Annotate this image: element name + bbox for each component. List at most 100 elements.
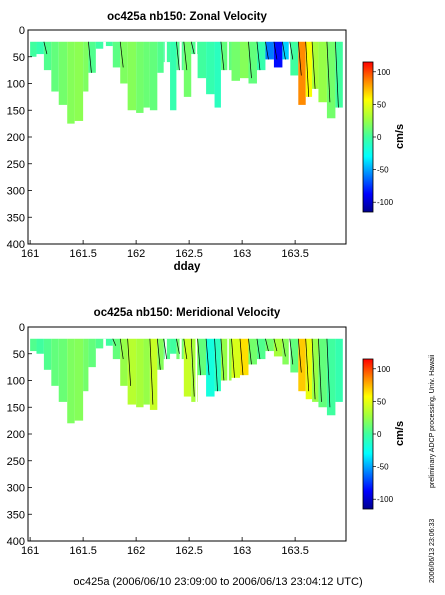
contour-line [197, 338, 201, 376]
velocity-bin [74, 338, 84, 421]
zonal-heatmap [30, 41, 343, 124]
contour-line [220, 338, 225, 381]
velocity-bin [206, 338, 215, 397]
colorbar-label: cm/s [394, 421, 406, 446]
y-tick-label: 300 [7, 186, 25, 198]
data-gap [195, 338, 198, 413]
velocity-bin [256, 41, 266, 71]
data-gap [103, 338, 106, 413]
colorbar-tick-label: -100 [377, 495, 394, 504]
meridional-title: oc425a nb150: Meridional Velocity [94, 307, 281, 319]
y-tick-label: 250 [7, 456, 25, 468]
colorbar-tick-label: -50 [377, 463, 389, 472]
velocity-bin [335, 338, 343, 402]
zonal-panel: oc425a nb150: Zonal Velocity 161 161.5 162… [7, 11, 406, 273]
contour-line [248, 41, 252, 79]
contour-line [119, 41, 124, 68]
y-tick-label: 200 [7, 429, 25, 441]
velocity-bin [143, 41, 150, 108]
x-tick-label: 163.5 [281, 248, 309, 260]
zonal-title: oc425a nb150: Zonal Velocity [107, 11, 267, 23]
velocity-bin [312, 41, 319, 89]
velocity-bin [289, 338, 299, 373]
velocity-bin [312, 338, 319, 402]
meridional-panel: oc425a nb150: Meridional Velocity 161 161… [7, 307, 406, 557]
velocity-bin [88, 338, 96, 368]
y-tick-label: 50 [13, 349, 25, 361]
colorbar-tick-label: 100 [377, 365, 391, 374]
velocity-bin [83, 338, 89, 392]
velocity-bin [183, 41, 192, 97]
data-gap [288, 41, 291, 116]
contour-line [127, 338, 131, 386]
zonal-xlabel: dday [174, 261, 201, 273]
velocity-bin [120, 338, 128, 386]
data-gap [103, 41, 106, 116]
contour-line [119, 338, 124, 360]
velocity-bin [67, 41, 75, 124]
velocity-bin [273, 338, 283, 357]
contour-line [256, 338, 261, 360]
contour-line [326, 41, 331, 103]
side-stamp: 2006/06/13 23:06:33 [429, 519, 436, 583]
velocity-bin [305, 338, 313, 400]
velocity-bin [143, 338, 150, 405]
contour-line [183, 41, 188, 71]
contour-line [273, 41, 278, 60]
y-tick-label: 0 [19, 322, 25, 334]
velocity-bin [51, 41, 59, 92]
contour-line [289, 41, 294, 60]
velocity-bin [273, 41, 283, 68]
contour-line [205, 338, 210, 376]
velocity-bin [149, 338, 158, 410]
velocity-bin [120, 41, 128, 84]
contour-line [335, 41, 339, 108]
velocity-bin [112, 338, 121, 360]
y-tick-label: 100 [7, 376, 25, 388]
contour-line [305, 338, 310, 392]
velocity-bin [326, 338, 336, 416]
velocity-bin [282, 338, 290, 365]
velocity-bin [282, 41, 290, 60]
colorbar-gradient [362, 61, 374, 213]
velocity-bin [30, 338, 37, 352]
contour-line [214, 338, 218, 392]
velocity-bin [197, 41, 207, 79]
velocity-bin [305, 41, 313, 97]
contour-line [43, 41, 48, 55]
zonal-colorbar: 100 50 0 -50 -100 cm/s [362, 61, 406, 213]
contour-line [190, 338, 195, 397]
x-tick-label: 161.5 [69, 248, 97, 260]
velocity-bin [183, 338, 192, 397]
meridional-heatmap [30, 338, 343, 424]
x-tick-label: 162.5 [175, 545, 203, 557]
x-tick-label: 161 [21, 545, 39, 557]
velocity-bin [95, 338, 105, 349]
x-tick-label: 163.5 [281, 545, 309, 557]
velocity-bin [170, 338, 177, 354]
contour-line [273, 338, 278, 352]
contour-line [190, 41, 195, 55]
velocity-bin [83, 41, 89, 92]
velocity-bin [214, 41, 221, 108]
velocity-bin [231, 41, 240, 81]
x-tick-label: 161 [21, 248, 39, 260]
velocity-bin [58, 41, 68, 105]
velocity-bin [318, 338, 327, 408]
data-gap [227, 41, 229, 116]
data-gap [179, 41, 182, 116]
velocity-bin [157, 338, 164, 370]
velocity-bin [104, 338, 113, 346]
y-tick-label: 150 [7, 105, 25, 117]
velocity-bin [298, 338, 306, 392]
velocity-bin [127, 41, 137, 111]
data-gap [227, 338, 229, 413]
y-tick-label: 100 [7, 79, 25, 91]
contour-line [231, 338, 235, 378]
contour-line [318, 338, 322, 402]
velocity-bin [95, 41, 105, 49]
velocity-bin [220, 41, 232, 71]
velocity-bin [289, 41, 299, 76]
contour-line [176, 338, 180, 354]
contour-line [183, 338, 188, 360]
